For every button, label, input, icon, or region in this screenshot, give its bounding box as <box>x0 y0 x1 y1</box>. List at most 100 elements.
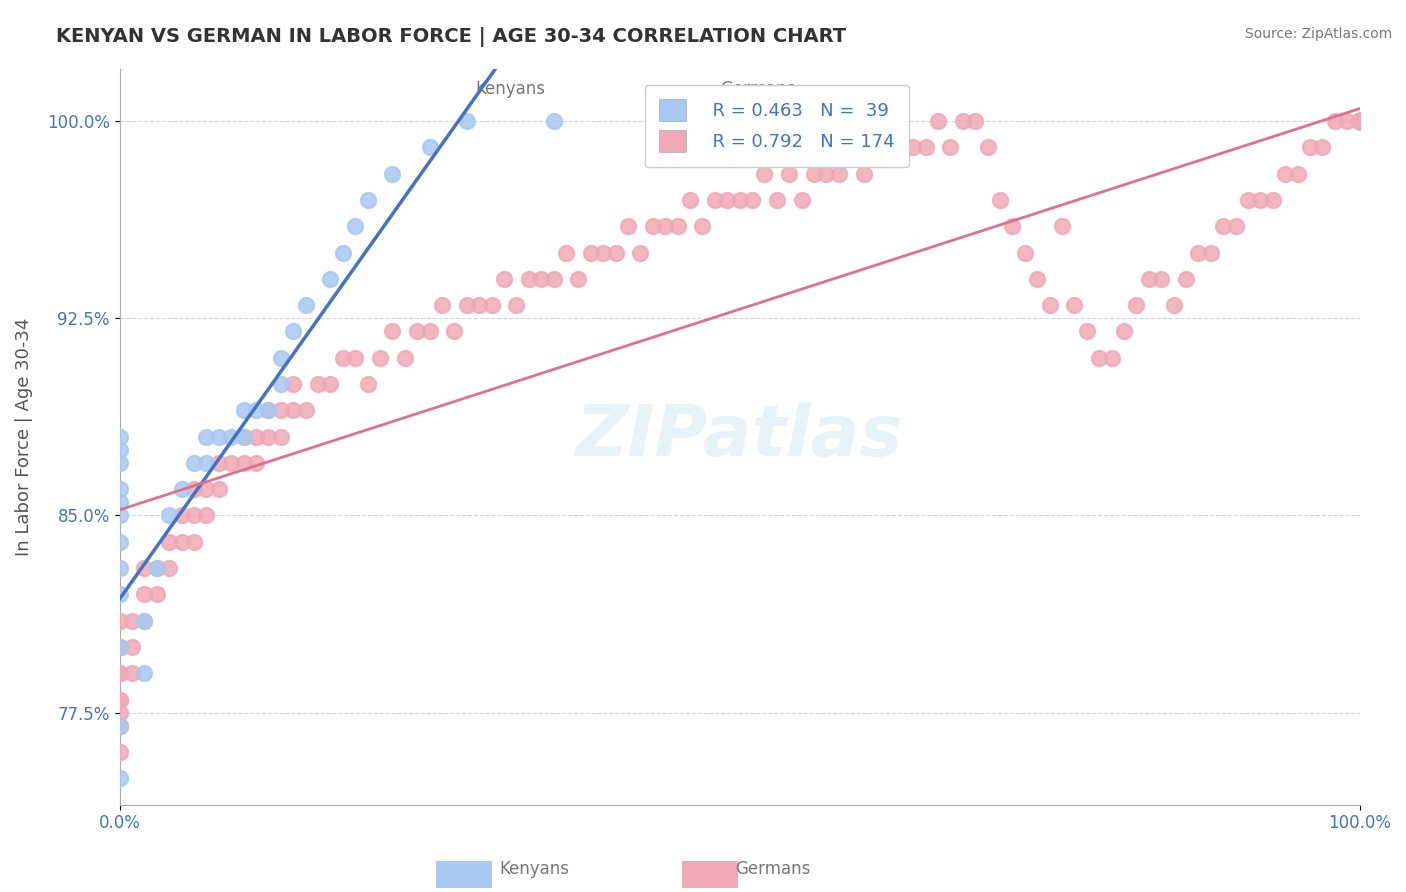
Point <box>195 456 218 470</box>
Point <box>1163 298 1185 312</box>
Point <box>319 377 342 392</box>
Point <box>245 403 267 417</box>
Point <box>1348 114 1371 128</box>
Point <box>1026 272 1049 286</box>
Point <box>1076 325 1098 339</box>
Text: Germans: Germans <box>735 860 811 878</box>
Point <box>108 772 131 786</box>
Point <box>1348 114 1371 128</box>
Point <box>381 325 404 339</box>
Point <box>245 429 267 443</box>
Text: Kenyans: Kenyans <box>499 860 569 878</box>
Point <box>257 403 280 417</box>
Point <box>1038 298 1060 312</box>
Point <box>108 534 131 549</box>
Point <box>988 193 1011 207</box>
Point <box>1014 245 1036 260</box>
Point <box>146 561 169 575</box>
Point <box>134 561 156 575</box>
Point <box>208 456 231 470</box>
Point <box>765 193 787 207</box>
Point <box>803 167 825 181</box>
Y-axis label: In Labor Force | Age 30-34: In Labor Force | Age 30-34 <box>15 318 32 556</box>
Point <box>1101 351 1123 365</box>
Point <box>344 219 367 234</box>
Point <box>543 272 565 286</box>
Point <box>1348 114 1371 128</box>
Point <box>108 429 131 443</box>
Point <box>232 403 254 417</box>
Point <box>976 140 998 154</box>
Point <box>283 325 305 339</box>
Point <box>1348 114 1371 128</box>
Point <box>157 534 180 549</box>
Point <box>283 403 305 417</box>
Point <box>1348 114 1371 128</box>
Point <box>1137 272 1160 286</box>
Point <box>1348 114 1371 128</box>
Point <box>183 482 205 496</box>
Point <box>1348 114 1371 128</box>
Text: Kenyans: Kenyans <box>475 79 546 97</box>
Point <box>679 193 702 207</box>
Point <box>1348 114 1371 128</box>
Point <box>108 719 131 733</box>
Point <box>108 719 131 733</box>
Point <box>108 495 131 509</box>
Point <box>108 640 131 654</box>
Point <box>666 219 689 234</box>
Point <box>1274 167 1296 181</box>
Point <box>1125 298 1147 312</box>
Point <box>1348 114 1371 128</box>
Point <box>232 456 254 470</box>
Point <box>877 140 900 154</box>
Point <box>356 193 378 207</box>
Point <box>121 666 143 681</box>
Point <box>1225 219 1247 234</box>
Text: Source: ZipAtlas.com: Source: ZipAtlas.com <box>1244 27 1392 41</box>
Point <box>1299 140 1322 154</box>
Text: ZIPatlas: ZIPatlas <box>576 402 903 471</box>
Point <box>406 325 429 339</box>
Point <box>1348 114 1371 128</box>
Point <box>419 325 441 339</box>
Point <box>1348 114 1371 128</box>
Point <box>728 193 751 207</box>
Point <box>1348 114 1371 128</box>
Point <box>567 272 589 286</box>
Point <box>1348 114 1371 128</box>
Point <box>1249 193 1271 207</box>
Point <box>1348 114 1371 128</box>
Point <box>430 298 453 312</box>
Point <box>232 429 254 443</box>
Point <box>232 429 254 443</box>
Point <box>121 614 143 628</box>
Point <box>901 140 924 154</box>
Point <box>456 114 478 128</box>
Point <box>157 508 180 523</box>
Point <box>1286 167 1309 181</box>
Point <box>344 351 367 365</box>
Point <box>1348 114 1371 128</box>
Point <box>790 193 813 207</box>
Point <box>1348 114 1371 128</box>
Point <box>134 587 156 601</box>
Point <box>183 508 205 523</box>
Point <box>927 114 949 128</box>
Point <box>1237 193 1260 207</box>
Point <box>517 272 540 286</box>
Point <box>754 167 776 181</box>
Point <box>617 219 640 234</box>
Point <box>1310 140 1333 154</box>
Point <box>1348 114 1371 128</box>
Point <box>1348 114 1371 128</box>
Point <box>108 692 131 706</box>
Point <box>628 245 651 260</box>
Point <box>1348 114 1371 128</box>
Point <box>368 351 391 365</box>
Point <box>1348 114 1371 128</box>
Point <box>270 377 292 392</box>
Point <box>481 298 503 312</box>
Point <box>505 298 527 312</box>
Point <box>108 587 131 601</box>
